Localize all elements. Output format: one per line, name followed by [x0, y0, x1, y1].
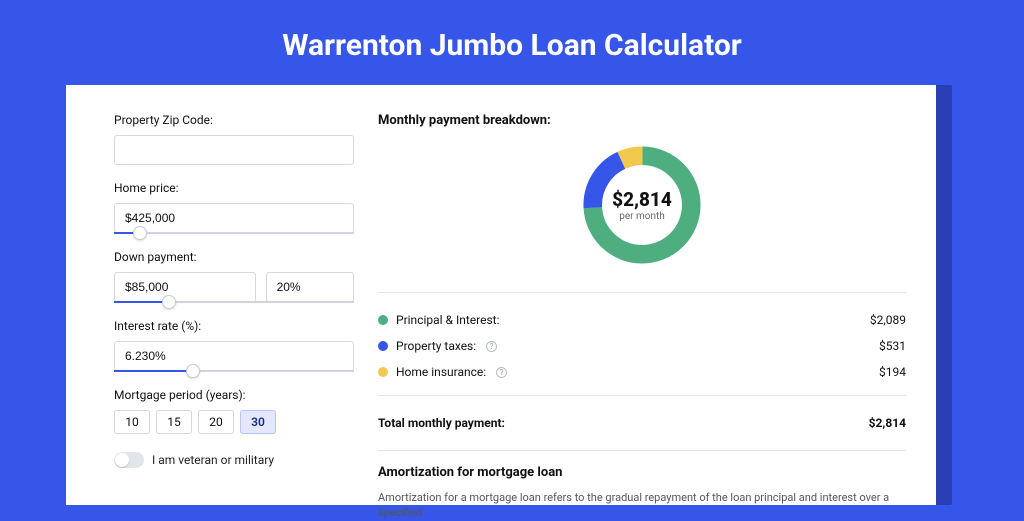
down-payment-label: Down payment: [114, 250, 354, 264]
veteran-row: I am veteran or military [114, 452, 354, 468]
home-price-slider-fill [114, 232, 133, 234]
legend-insurance: Home insurance: ? $194 [378, 359, 906, 385]
zip-input[interactable] [114, 135, 354, 165]
period-btn-20[interactable]: 20 [198, 410, 234, 434]
home-price-label: Home price: [114, 181, 354, 195]
amortization-title: Amortization for mortgage loan [378, 465, 906, 480]
divider-2 [378, 395, 906, 396]
home-price-field: Home price: [114, 181, 354, 234]
interest-label: Interest rate (%): [114, 319, 354, 333]
card-shadow: Property Zip Code: Home price: Down paym… [72, 85, 952, 505]
amortization-text: Amortization for a mortgage loan refers … [378, 490, 906, 521]
info-icon[interactable]: ? [496, 367, 507, 378]
down-payment-amount-input[interactable] [114, 272, 256, 302]
down-payment-slider-fill [114, 301, 162, 303]
legend-insurance-value: $194 [879, 365, 906, 379]
period-field: Mortgage period (years): 10 15 20 30 [114, 388, 354, 434]
zip-label: Property Zip Code: [114, 113, 354, 127]
home-price-slider-thumb[interactable] [133, 226, 147, 240]
breakdown-title: Monthly payment breakdown: [378, 113, 906, 128]
dot-principal-icon [378, 315, 388, 325]
divider-1 [378, 292, 906, 293]
down-payment-field: Down payment: [114, 250, 354, 303]
dot-insurance-icon [378, 367, 388, 377]
legend-principal: Principal & Interest: $2,089 [378, 307, 906, 333]
veteran-toggle-knob [115, 453, 129, 467]
legend-taxes: Property taxes: ? $531 [378, 333, 906, 359]
info-icon[interactable]: ? [486, 341, 497, 352]
legend-insurance-label: Home insurance: [396, 365, 486, 379]
down-payment-slider-thumb[interactable] [162, 295, 176, 309]
period-btn-10[interactable]: 10 [114, 410, 150, 434]
period-label: Mortgage period (years): [114, 388, 354, 402]
down-payment-slider[interactable] [114, 301, 354, 303]
interest-input[interactable] [114, 341, 354, 371]
legend-total-label: Total monthly payment: [378, 416, 505, 430]
legend-principal-value: $2,089 [870, 313, 906, 327]
period-btn-30[interactable]: 30 [240, 410, 276, 434]
breakdown-column: Monthly payment breakdown: $2,814 per mo… [378, 113, 906, 505]
period-options: 10 15 20 30 [114, 410, 354, 434]
interest-slider[interactable] [114, 370, 354, 372]
donut-chart: $2,814 per month [577, 140, 707, 270]
veteran-toggle[interactable] [114, 452, 144, 468]
donut-amount: $2,814 [612, 188, 672, 211]
legend-taxes-value: $531 [879, 339, 906, 353]
donut-sub: per month [619, 211, 665, 222]
interest-slider-fill [114, 370, 186, 372]
home-price-input[interactable] [114, 203, 354, 233]
page-title: Warrenton Jumbo Loan Calculator [0, 0, 1024, 85]
zip-field: Property Zip Code: [114, 113, 354, 165]
interest-slider-thumb[interactable] [186, 364, 200, 378]
form-column: Property Zip Code: Home price: Down paym… [114, 113, 354, 505]
home-price-slider[interactable] [114, 232, 354, 234]
legend-principal-label: Principal & Interest: [396, 313, 500, 327]
legend-total: Total monthly payment: $2,814 [378, 410, 906, 436]
interest-field: Interest rate (%): [114, 319, 354, 372]
donut-center: $2,814 per month [577, 140, 707, 270]
legend-taxes-label: Property taxes: [396, 339, 476, 353]
legend-total-value: $2,814 [869, 416, 906, 430]
calculator-card: Property Zip Code: Home price: Down paym… [66, 85, 936, 505]
down-payment-percent-input[interactable] [266, 272, 354, 302]
divider-3 [378, 450, 906, 451]
donut-chart-wrap: $2,814 per month [378, 136, 906, 282]
dot-taxes-icon [378, 341, 388, 351]
veteran-label: I am veteran or military [152, 453, 274, 467]
period-btn-15[interactable]: 15 [156, 410, 192, 434]
